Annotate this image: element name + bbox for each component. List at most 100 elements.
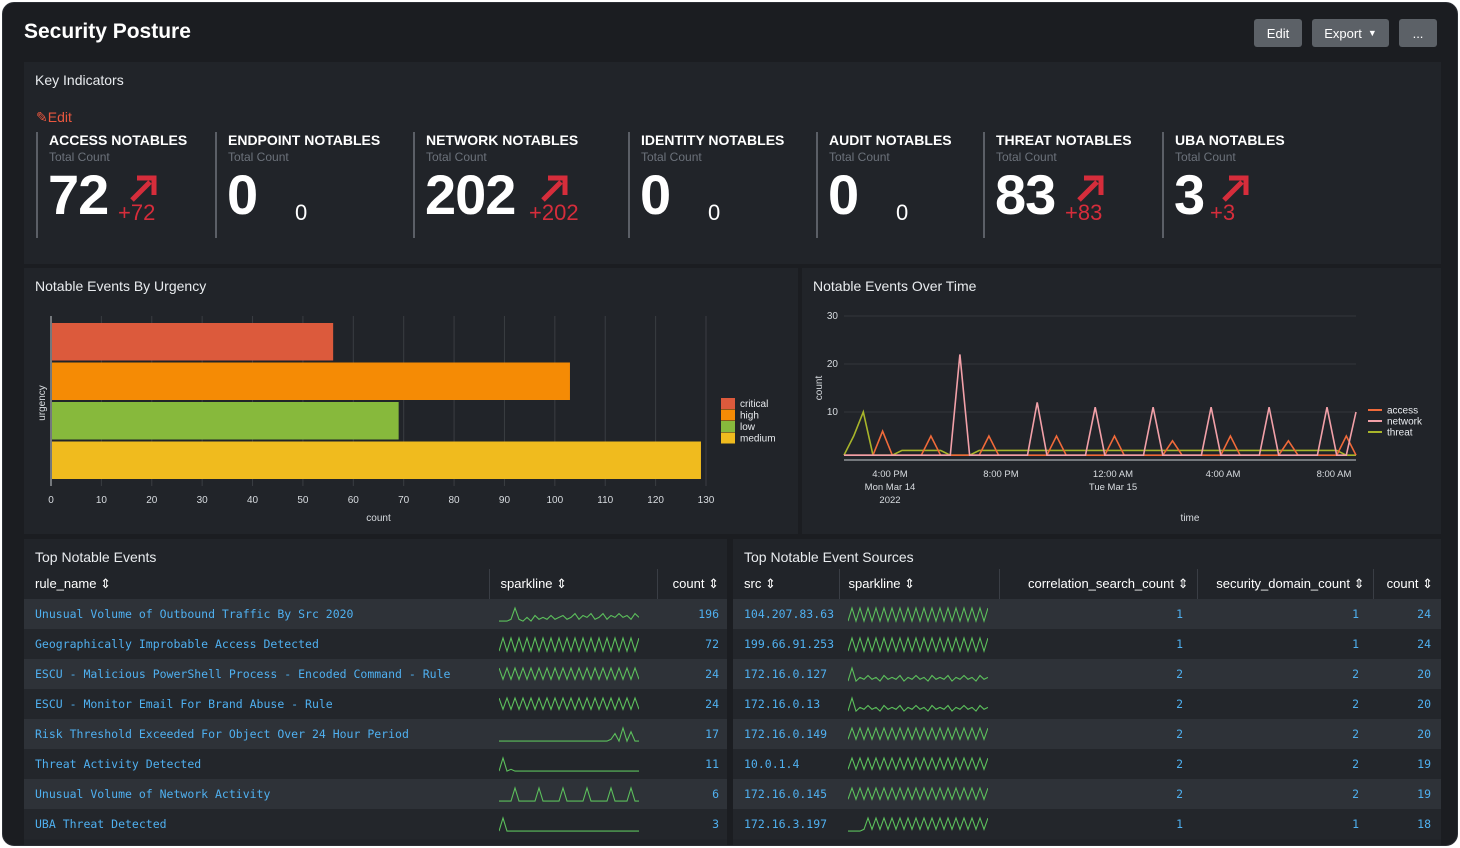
security-domain-count-cell[interactable]: 1	[1352, 637, 1359, 651]
table-row[interactable]: 172.16.0.127 2 2 20	[733, 659, 1441, 689]
kpi-card[interactable]: NETWORK NOTABLES Total Count 202 +202	[413, 132, 619, 238]
kpi-card[interactable]: ACCESS NOTABLES Total Count 72 +72	[36, 132, 206, 238]
more-button[interactable]: ...	[1399, 19, 1437, 47]
column-header-correlation-search-count[interactable]: correlation_search_count ⇕	[999, 569, 1198, 599]
legend-label[interactable]: high	[740, 411, 759, 422]
correlation-search-count-cell[interactable]: 1	[1176, 817, 1183, 831]
legend-label[interactable]: critical	[740, 399, 768, 410]
count-cell[interactable]: 24	[1417, 607, 1431, 621]
series-line-threat[interactable]	[843, 409, 1356, 456]
table-row[interactable]: 172.16.0.13 2 2 20	[733, 689, 1441, 719]
src-cell[interactable]: 10.0.1.4	[744, 757, 800, 771]
kpi-card[interactable]: THREAT NOTABLES Total Count 83 +83	[983, 132, 1155, 238]
x-tick-label: 4:00 AM	[1206, 469, 1241, 480]
kpi-card[interactable]: UBA NOTABLES Total Count 3 +3	[1162, 132, 1332, 238]
table-row[interactable]: Unusual Volume of Network Activity 6	[24, 779, 727, 809]
table-row[interactable]: 172.16.3.197 1 1 18	[733, 809, 1441, 839]
correlation-search-count-cell[interactable]: 2	[1176, 667, 1183, 681]
table-row[interactable]: Geographically Improbable Access Detecte…	[24, 629, 727, 659]
count-cell[interactable]: 6	[712, 787, 719, 801]
key-indicators-edit-link[interactable]: ✎Edit	[36, 109, 72, 126]
table-row[interactable]: Unusual Volume of Outbound Traffic By Sr…	[24, 599, 727, 629]
count-cell[interactable]: 196	[698, 607, 719, 621]
column-header-rule-name[interactable]: rule_name ⇕	[24, 569, 490, 599]
src-cell[interactable]: 172.16.0.145	[744, 787, 828, 801]
export-label: Export	[1324, 25, 1362, 41]
legend-label[interactable]: network	[1387, 417, 1423, 428]
correlation-search-count-cell[interactable]: 2	[1176, 727, 1183, 741]
count-cell[interactable]: 19	[1417, 757, 1431, 771]
export-button[interactable]: Export ▼	[1312, 19, 1389, 47]
count-cell[interactable]: 24	[705, 667, 719, 681]
over-time-panel: Notable Events Over Time 10 20 30 count 4:00…	[802, 268, 1441, 534]
count-cell[interactable]: 11	[705, 757, 719, 771]
src-cell[interactable]: 172.16.0.127	[744, 667, 828, 681]
count-cell[interactable]: 3	[712, 817, 719, 831]
correlation-search-count-cell[interactable]: 2	[1176, 757, 1183, 771]
bar-high[interactable]	[52, 362, 570, 401]
count-cell[interactable]: 24	[1417, 637, 1431, 651]
bar-low[interactable]	[52, 402, 399, 440]
count-cell[interactable]: 19	[1417, 787, 1431, 801]
table-row[interactable]: ESCU - Malicious PowerShell Process - En…	[24, 659, 727, 689]
table-row[interactable]: 172.16.0.149 2 2 20	[733, 719, 1441, 749]
kpi-card[interactable]: ENDPOINT NOTABLES Total Count 0 0	[215, 132, 405, 238]
src-cell[interactable]: 104.207.83.63	[744, 607, 835, 621]
kpi-card[interactable]: IDENTITY NOTABLES Total Count 0 0	[628, 132, 808, 238]
rule-name-cell[interactable]: UBA Threat Detected	[35, 817, 167, 831]
legend-label[interactable]: medium	[740, 434, 776, 445]
count-cell[interactable]: 24	[705, 697, 719, 711]
src-cell[interactable]: 172.16.0.13	[744, 697, 821, 711]
count-cell[interactable]: 20	[1417, 667, 1431, 681]
bar-medium[interactable]	[52, 441, 701, 480]
correlation-search-count-cell[interactable]: 2	[1176, 787, 1183, 801]
table-row[interactable]: 10.0.1.4 2 2 19	[733, 749, 1441, 779]
table-row[interactable]: 172.16.0.145 2 2 19	[733, 779, 1441, 809]
count-cell[interactable]: 18	[1417, 817, 1431, 831]
table-row[interactable]: UBA Threat Detected 3	[24, 809, 727, 839]
security-domain-count-cell[interactable]: 2	[1352, 697, 1359, 711]
src-cell[interactable]: 172.16.3.197	[744, 817, 828, 831]
security-domain-count-cell[interactable]: 2	[1352, 757, 1359, 771]
count-cell[interactable]: 20	[1417, 727, 1431, 741]
security-domain-count-cell[interactable]: 2	[1352, 787, 1359, 801]
src-cell[interactable]: 199.66.91.253	[744, 637, 835, 651]
security-domain-count-cell[interactable]: 1	[1352, 607, 1359, 621]
rule-name-cell[interactable]: Risk Threshold Exceeded For Object Over …	[35, 727, 409, 741]
column-header-security-domain-count[interactable]: security_domain_count ⇕	[1197, 569, 1374, 599]
count-cell[interactable]: 72	[705, 637, 719, 651]
rule-name-cell[interactable]: Geographically Improbable Access Detecte…	[35, 637, 319, 651]
table-row[interactable]: 199.66.91.253 1 1 24	[733, 629, 1441, 659]
security-domain-count-cell[interactable]: 1	[1352, 817, 1359, 831]
rule-name-cell[interactable]: ESCU - Malicious PowerShell Process - En…	[35, 667, 451, 681]
count-cell[interactable]: 20	[1417, 697, 1431, 711]
series-line-access[interactable]	[844, 429, 1357, 456]
series-line-network[interactable]	[844, 354, 1357, 456]
correlation-search-count-cell[interactable]: 1	[1176, 637, 1183, 651]
column-header-src[interactable]: src ⇕	[733, 569, 840, 599]
rule-name-cell[interactable]: Unusual Volume of Network Activity	[35, 787, 271, 801]
security-domain-count-cell[interactable]: 2	[1352, 727, 1359, 741]
column-header-sparkline[interactable]: sparkline ⇕	[839, 569, 1000, 599]
rule-name-cell[interactable]: ESCU - Monitor Email For Brand Abuse - R…	[35, 697, 333, 711]
correlation-search-count-cell[interactable]: 2	[1176, 697, 1183, 711]
column-header-count[interactable]: count ⇕	[1373, 569, 1441, 599]
bar-critical[interactable]	[52, 323, 334, 361]
column-header-count[interactable]: count ⇕	[657, 569, 727, 599]
rule-name-cell[interactable]: Threat Activity Detected	[35, 757, 202, 771]
table-row[interactable]: Threat Activity Detected 11	[24, 749, 727, 779]
legend-label[interactable]: access	[1387, 406, 1418, 417]
legend-label[interactable]: threat	[1387, 428, 1413, 439]
table-row[interactable]: 104.207.83.63 1 1 24	[733, 599, 1441, 629]
column-header-sparkline[interactable]: sparkline ⇕	[489, 569, 658, 599]
src-cell[interactable]: 172.16.0.149	[744, 727, 828, 741]
rule-name-cell[interactable]: Unusual Volume of Outbound Traffic By Sr…	[35, 607, 354, 621]
table-row[interactable]: ESCU - Monitor Email For Brand Abuse - R…	[24, 689, 727, 719]
edit-button[interactable]: Edit	[1254, 19, 1302, 47]
correlation-search-count-cell[interactable]: 1	[1176, 607, 1183, 621]
security-domain-count-cell[interactable]: 2	[1352, 667, 1359, 681]
table-row[interactable]: Risk Threshold Exceeded For Object Over …	[24, 719, 727, 749]
count-cell[interactable]: 17	[705, 727, 719, 741]
legend-label[interactable]: low	[740, 422, 756, 433]
kpi-card[interactable]: AUDIT NOTABLES Total Count 0 0	[816, 132, 976, 238]
